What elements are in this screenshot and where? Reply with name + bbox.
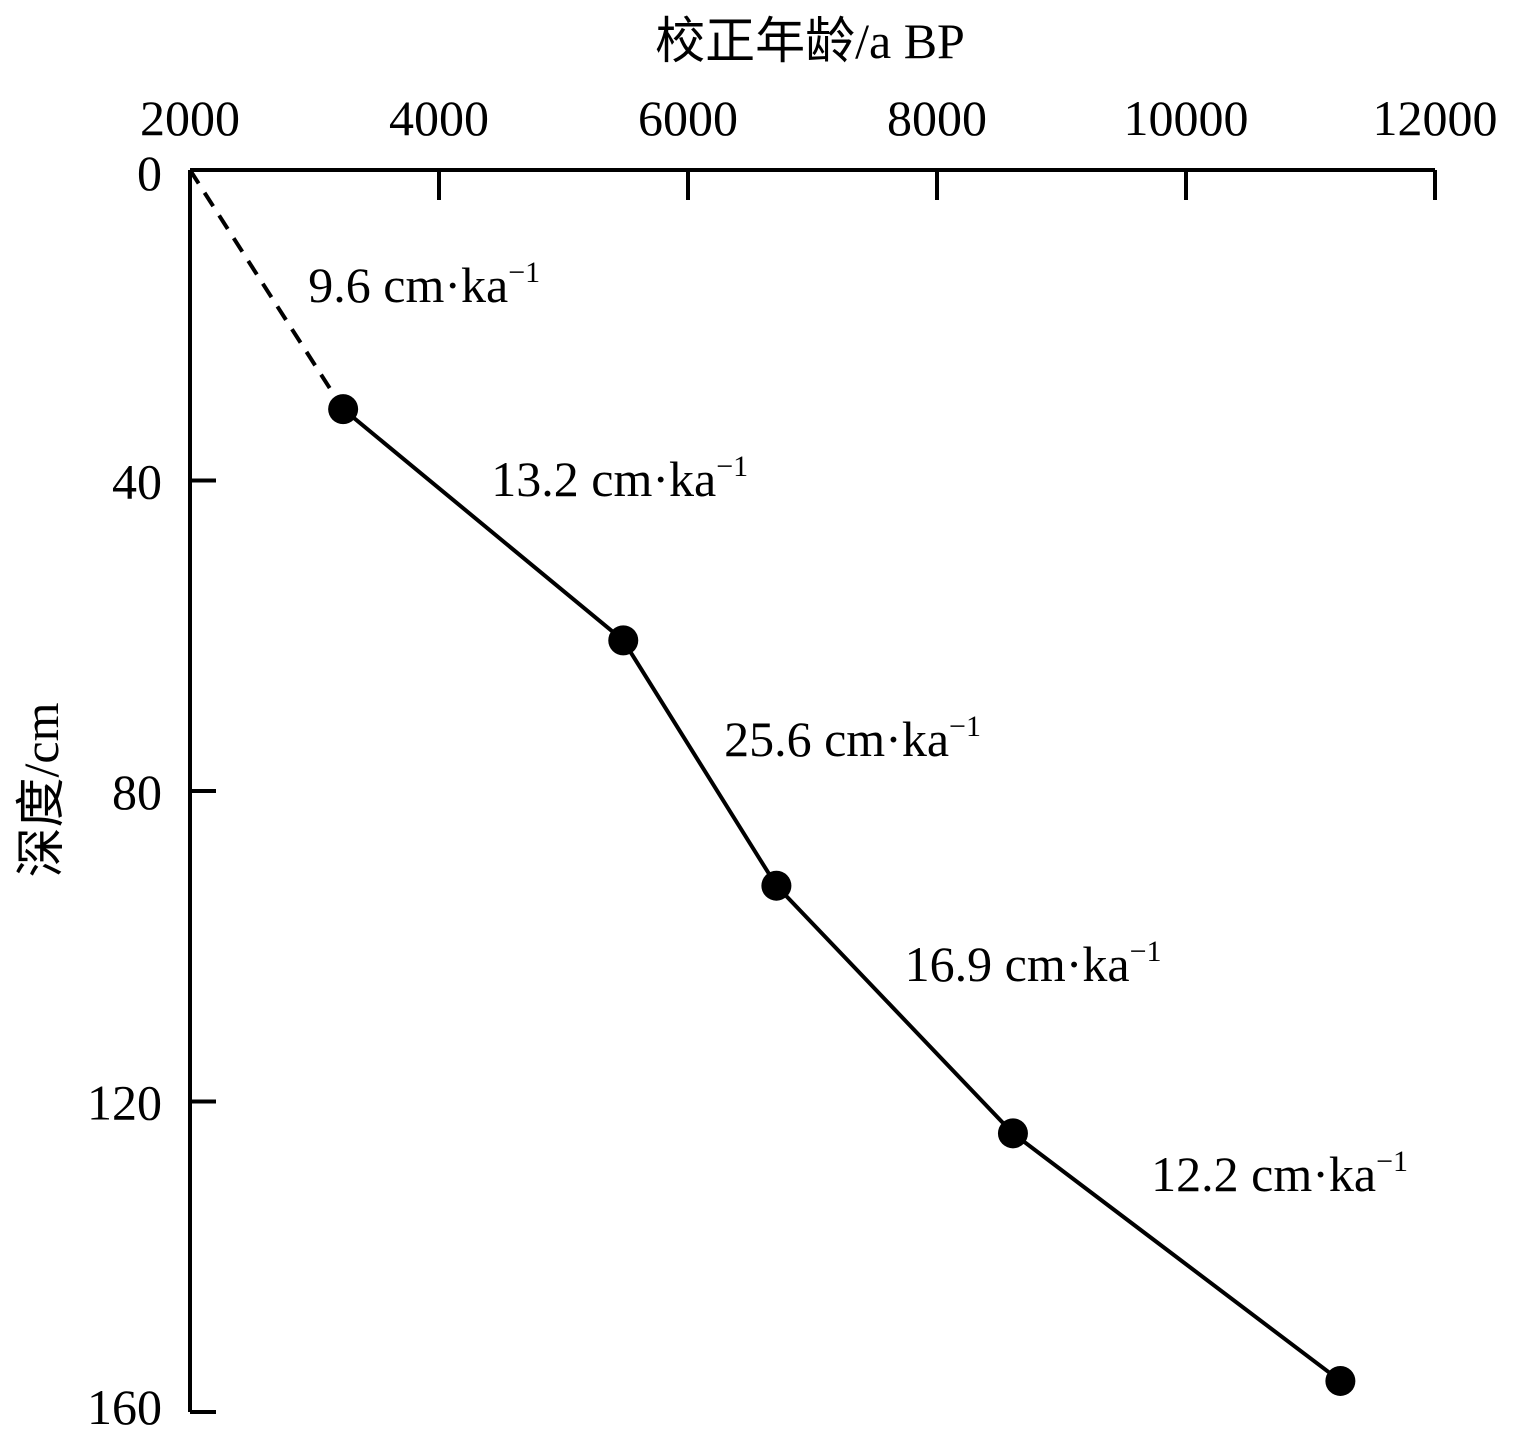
rate-unit-exponent: −1 xyxy=(716,450,748,483)
rate-label: 13.2 cm·ka−1 xyxy=(491,450,748,507)
rate-unit-exponent: −1 xyxy=(1130,935,1162,968)
series-age-depth xyxy=(188,168,1356,1396)
y-tick-label: 120 xyxy=(87,1075,162,1131)
rate-label: 25.6 cm·ka−1 xyxy=(724,710,981,767)
rate-unit: cm·ka xyxy=(1251,1146,1376,1202)
rate-unit: cm·ka xyxy=(824,711,949,767)
y-axis-title: 深度/cm xyxy=(13,702,69,877)
data-point xyxy=(328,394,359,425)
age-depth-line xyxy=(341,407,1342,1383)
rate-value: 12.2 xyxy=(1151,1146,1251,1202)
rate-unit-exponent: −1 xyxy=(949,710,981,743)
data-point xyxy=(997,1118,1028,1149)
rate-unit: cm·ka xyxy=(591,451,716,507)
y-tick-label: 160 xyxy=(87,1379,162,1435)
x-tick-label: 8000 xyxy=(887,90,987,146)
x-tick-label: 6000 xyxy=(638,90,738,146)
rate-unit-exponent: −1 xyxy=(508,256,540,289)
axes xyxy=(188,168,1435,1412)
rate-value: 16.9 xyxy=(905,936,1005,992)
x-tick-label: 10000 xyxy=(1124,90,1249,146)
rate-value: 9.6 xyxy=(308,257,383,313)
y-tick-label: 40 xyxy=(112,454,162,510)
x-axis-title: 校正年龄/a BP xyxy=(655,13,965,69)
rate-label: 9.6 cm·ka−1 xyxy=(308,256,540,313)
data-point xyxy=(1325,1365,1356,1396)
rate-label: 16.9 cm·ka−1 xyxy=(905,935,1162,992)
rate-value: 25.6 xyxy=(724,711,824,767)
rate-value: 13.2 xyxy=(491,451,591,507)
x-tick-label: 12000 xyxy=(1373,90,1498,146)
data-point xyxy=(608,625,639,656)
extrapolation-dashed-line xyxy=(188,168,345,411)
y-tick-label: 0 xyxy=(137,145,162,201)
rate-unit-exponent: −1 xyxy=(1376,1145,1408,1178)
segment-labels: 9.6 cm·ka−113.2 cm·ka−125.6 cm·ka−116.9 … xyxy=(308,256,1408,1202)
data-point xyxy=(761,870,792,901)
rate-label: 12.2 cm·ka−1 xyxy=(1151,1145,1408,1202)
x-tick-label: 4000 xyxy=(389,90,489,146)
x-tick-label: 2000 xyxy=(140,90,240,146)
rate-unit: cm·ka xyxy=(1005,936,1130,992)
ticks: 2000 4000 6000 8000 10000 12000 0 40 80 120 160 xyxy=(87,90,1498,1435)
y-tick-label: 80 xyxy=(112,764,162,820)
rate-unit: cm·ka xyxy=(383,257,508,313)
